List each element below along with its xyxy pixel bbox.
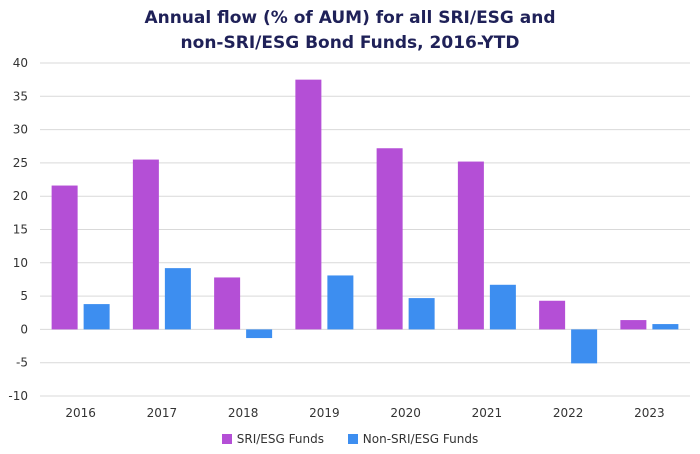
legend-swatch-non-sri-esg — [347, 434, 358, 444]
bar-non-sri-esg-2017 — [164, 268, 191, 330]
bar-non-sri-esg-2019 — [327, 275, 354, 330]
bar-sri-esg-2021 — [457, 161, 484, 330]
chart-title-line-2: non-SRI/ESG Bond Funds, 2016-YTD — [180, 33, 520, 53]
x-tick-label: 2021 — [472, 406, 503, 420]
y-tick-label: 35 — [13, 89, 28, 103]
y-tick-label: 5 — [20, 289, 28, 303]
legend-label-sri-esg: SRI/ESG Funds — [236, 432, 324, 446]
y-tick-label: -10 — [8, 389, 28, 403]
bar-non-sri-esg-2020 — [408, 298, 435, 330]
y-tick-label: 30 — [13, 123, 28, 137]
y-tick-label: 20 — [13, 189, 28, 203]
bar-sri-esg-2016 — [51, 185, 78, 330]
x-tick-label: 2018 — [228, 406, 259, 420]
bar-sri-esg-2022 — [539, 300, 566, 330]
x-tick-label: 2022 — [553, 406, 584, 420]
x-tick-label: 2019 — [309, 406, 340, 420]
bar-sri-esg-2023 — [620, 320, 647, 330]
y-tick-label: 0 — [20, 322, 28, 336]
bar-non-sri-esg-2016 — [83, 304, 110, 330]
y-tick-label: 15 — [13, 223, 28, 237]
x-tick-label: 2016 — [65, 406, 96, 420]
y-tick-label: 40 — [13, 56, 28, 70]
bar-sri-esg-2017 — [132, 159, 159, 330]
y-tick-label: 25 — [13, 156, 28, 170]
bars — [51, 79, 679, 364]
x-axis-ticks: 2016 2017 2018 2019 2020 2021 2022 2023 — [65, 406, 664, 420]
legend: SRI/ESG Funds Non-SRI/ESG Funds — [0, 432, 700, 447]
chart-title-line-1: Annual flow (% of AUM) for all SRI/ESG a… — [144, 8, 556, 28]
legend-item-non-sri-esg: Non-SRI/ESG Funds — [347, 432, 479, 446]
bar-non-sri-esg-2018 — [246, 329, 273, 339]
bar-non-sri-esg-2023 — [652, 324, 679, 330]
bar-sri-esg-2020 — [376, 148, 403, 330]
y-tick-label: -5 — [16, 356, 28, 370]
x-tick-label: 2023 — [634, 406, 665, 420]
bar-non-sri-esg-2021 — [489, 284, 516, 330]
x-tick-label: 2020 — [390, 406, 421, 420]
bar-sri-esg-2019 — [295, 79, 322, 330]
legend-label-non-sri-esg: Non-SRI/ESG Funds — [362, 432, 479, 446]
bar-sri-esg-2018 — [214, 277, 241, 330]
legend-swatch-sri-esg — [221, 434, 232, 444]
x-tick-label: 2017 — [147, 406, 178, 420]
chart-title: Annual flow (% of AUM) for all SRI/ESG a… — [0, 6, 700, 56]
y-axis-ticks: -10 -5 0 5 10 15 20 25 30 35 40 — [8, 56, 28, 403]
legend-item-sri-esg: SRI/ESG Funds — [221, 432, 324, 446]
bar-non-sri-esg-2022 — [571, 329, 598, 364]
y-tick-label: 10 — [13, 256, 28, 270]
